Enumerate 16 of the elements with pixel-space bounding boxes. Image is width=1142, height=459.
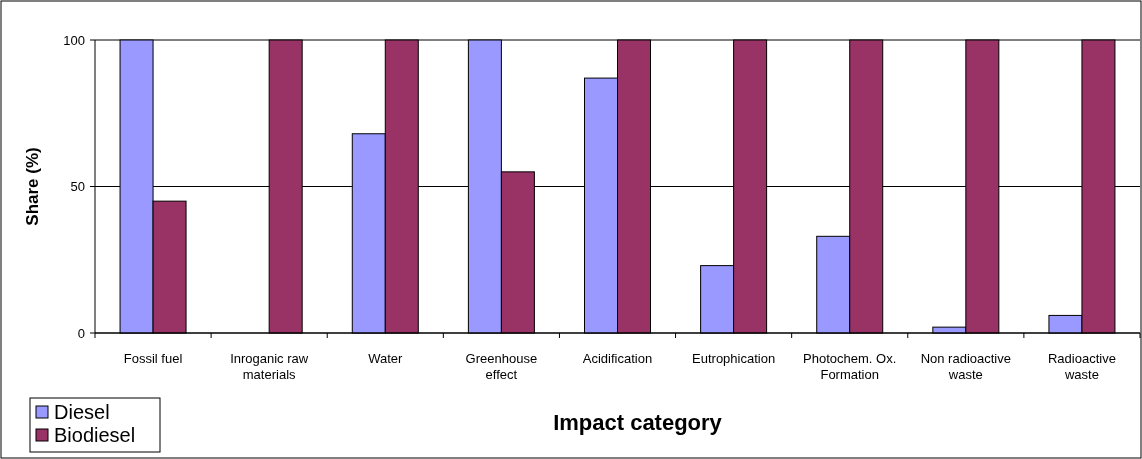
x-tick-label: Greenhouse effect	[465, 351, 538, 382]
x-tick-label: Photochem. Ox. Formation	[803, 351, 897, 382]
x-tick-label: Water	[368, 351, 404, 366]
y-tick-label: 0	[77, 325, 85, 341]
legend-label: Diesel	[54, 401, 110, 423]
x-tick-label: Inroganic raw materials	[230, 351, 309, 382]
x-tick-label: Fossil fuel	[123, 351, 183, 366]
x-tick-label: Eutrophication	[692, 351, 776, 366]
x-tick-label: Radioactive waste	[1047, 351, 1116, 382]
y-axis-title: Share (%)	[23, 147, 42, 226]
x-tick-label: Non radioactive waste	[920, 351, 1011, 382]
legend-label: Biodiesel	[54, 424, 136, 446]
x-tick-label: Acidification	[582, 351, 653, 366]
y-tick-label: 100	[63, 32, 85, 48]
x-axis-title: Impact category	[553, 410, 723, 435]
y-tick-label: 50	[70, 179, 85, 195]
